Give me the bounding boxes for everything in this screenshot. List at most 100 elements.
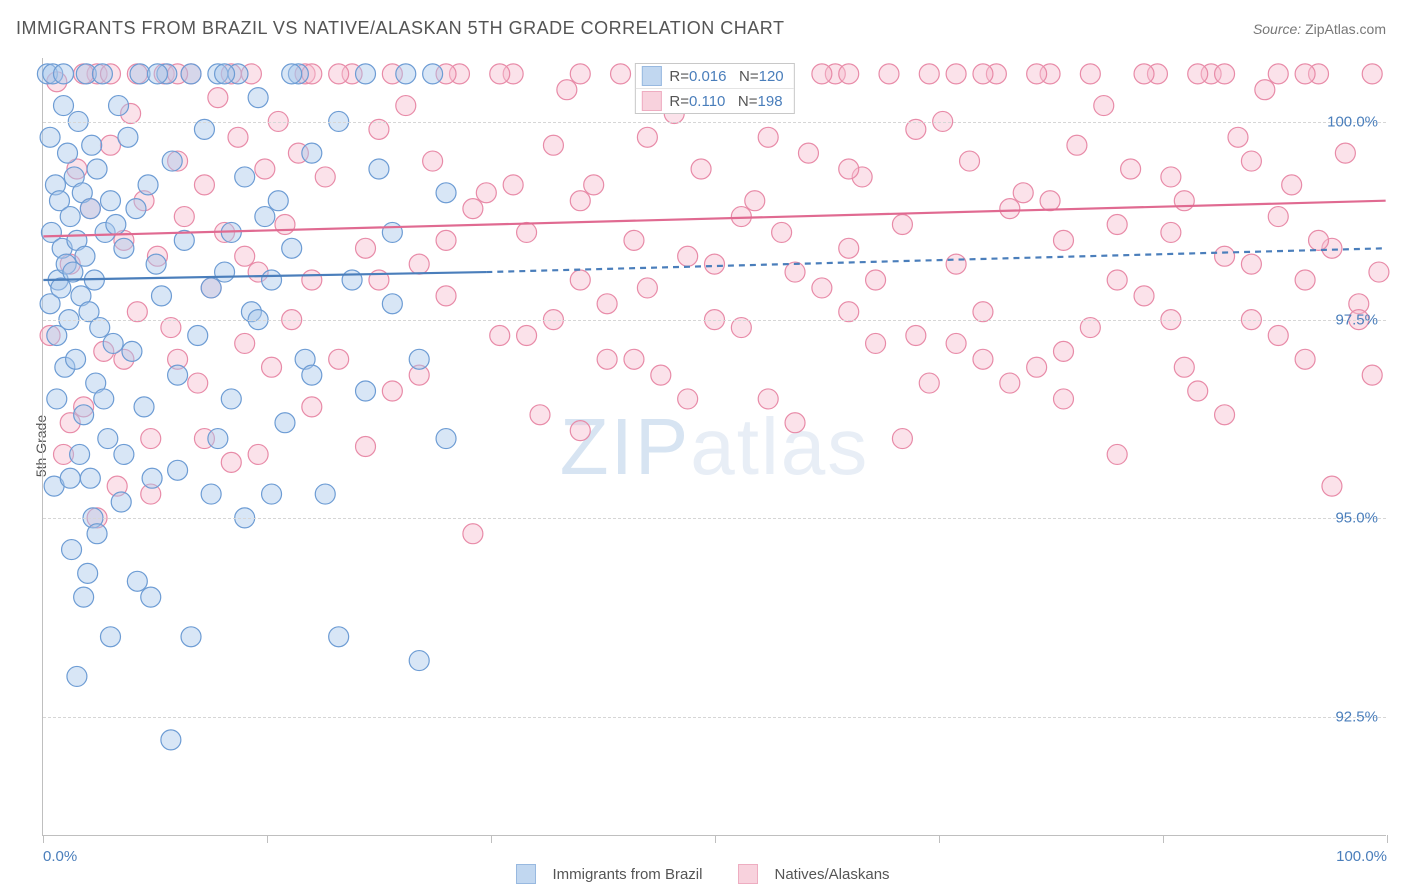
data-point-natives (637, 278, 657, 298)
x-tick (491, 835, 492, 843)
x-tick (715, 835, 716, 843)
data-point-brazil (54, 64, 74, 84)
eq: = (680, 68, 689, 85)
data-point-brazil (118, 127, 138, 147)
data-point-natives (1268, 326, 1288, 346)
data-point-natives (570, 191, 590, 211)
data-point-natives (1107, 215, 1127, 235)
data-point-natives (973, 349, 993, 369)
data-point-natives (517, 326, 537, 346)
data-point-brazil (382, 222, 402, 242)
y-tick-label: 100.0% (1327, 113, 1378, 130)
data-point-brazil (146, 254, 166, 274)
legend-swatch-natives (738, 864, 758, 884)
data-point-natives (1255, 80, 1275, 100)
data-point-brazil (66, 349, 86, 369)
data-point-natives (174, 207, 194, 227)
data-point-natives (839, 64, 859, 84)
data-point-brazil (201, 484, 221, 504)
data-point-natives (866, 333, 886, 353)
data-point-natives (892, 215, 912, 235)
data-point-natives (946, 64, 966, 84)
data-point-natives (1134, 64, 1154, 84)
data-point-natives (188, 373, 208, 393)
data-point-natives (1174, 191, 1194, 211)
data-point-brazil (329, 627, 349, 647)
data-point-brazil (208, 429, 228, 449)
n-value-natives: 198 (758, 93, 783, 110)
data-point-brazil (181, 64, 201, 84)
legend-label-brazil: Immigrants from Brazil (552, 866, 702, 883)
data-point-natives (772, 222, 792, 242)
data-point-brazil (188, 326, 208, 346)
data-point-natives (839, 159, 859, 179)
data-point-natives (839, 302, 859, 322)
rn-legend-row-natives: R = 0.110 N = 198 (635, 88, 793, 113)
data-point-natives (1268, 64, 1288, 84)
eq: = (750, 68, 759, 85)
data-point-natives (463, 199, 483, 219)
data-point-natives (1268, 207, 1288, 227)
data-point-natives (1295, 64, 1315, 84)
data-point-natives (705, 254, 725, 274)
data-point-natives (1067, 135, 1087, 155)
data-point-natives (919, 64, 939, 84)
r-letter: R (669, 93, 680, 110)
data-point-natives (1362, 64, 1382, 84)
data-point-brazil (302, 143, 322, 163)
data-point-brazil (100, 627, 120, 647)
data-point-natives (1040, 191, 1060, 211)
data-point-brazil (60, 207, 80, 227)
data-point-natives (919, 373, 939, 393)
data-point-natives (315, 167, 335, 187)
data-point-brazil (409, 651, 429, 671)
data-point-brazil (122, 341, 142, 361)
legend-swatch-brazil (516, 864, 536, 884)
data-point-natives (356, 437, 376, 457)
data-point-natives (1241, 151, 1261, 171)
data-point-natives (329, 64, 349, 84)
data-point-brazil (62, 540, 82, 560)
data-point-natives (221, 452, 241, 472)
data-point-brazil (255, 207, 275, 227)
data-point-natives (1215, 246, 1235, 266)
data-point-natives (1174, 357, 1194, 377)
r-value-natives: 0.110 (689, 93, 725, 110)
y-gridline (43, 518, 1386, 519)
data-point-natives (302, 270, 322, 290)
data-point-brazil (436, 429, 456, 449)
data-point-natives (1295, 349, 1315, 369)
data-point-natives (1228, 127, 1248, 147)
data-point-natives (235, 333, 255, 353)
data-point-brazil (106, 215, 126, 235)
data-point-natives (409, 254, 429, 274)
data-point-natives (1362, 365, 1382, 385)
chart-plot-area: ZIPatlas R = 0.016 N = 120R = 0.110 N = … (42, 58, 1386, 836)
data-point-natives (611, 64, 631, 84)
spacer (727, 68, 740, 85)
data-point-natives (758, 127, 778, 147)
data-point-brazil (127, 571, 147, 591)
data-point-natives (651, 365, 671, 385)
data-point-brazil (60, 468, 80, 488)
data-point-natives (678, 389, 698, 409)
data-point-brazil (47, 389, 67, 409)
scatter-svg (43, 58, 1386, 835)
source-attribution: Source: ZipAtlas.com (1253, 21, 1386, 37)
data-point-natives (812, 64, 832, 84)
data-point-natives (960, 151, 980, 171)
data-point-natives (745, 191, 765, 211)
data-point-natives (208, 88, 228, 108)
data-point-natives (436, 286, 456, 306)
data-point-natives (255, 159, 275, 179)
data-point-natives (946, 333, 966, 353)
data-point-natives (866, 270, 886, 290)
data-point-natives (1107, 444, 1127, 464)
data-point-brazil (74, 405, 94, 425)
data-point-brazil (147, 64, 167, 84)
data-point-brazil (162, 151, 182, 171)
data-point-brazil (114, 444, 134, 464)
data-point-natives (1054, 341, 1074, 361)
data-point-natives (1080, 64, 1100, 84)
n-value-brazil: 120 (759, 68, 784, 85)
